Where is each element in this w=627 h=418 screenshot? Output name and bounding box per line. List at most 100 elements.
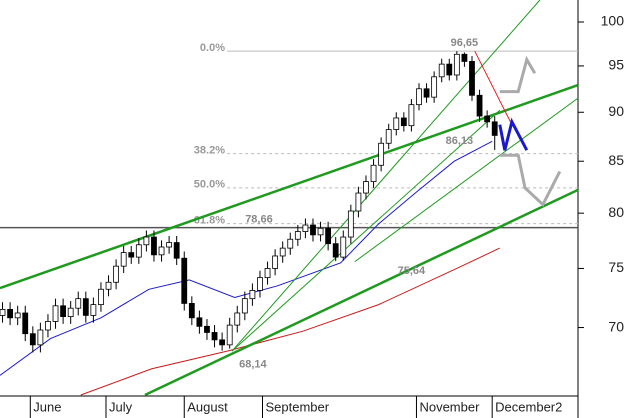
candle-body <box>317 227 324 236</box>
y-tick-label: 95 <box>608 57 624 73</box>
x-tick-label: August <box>187 399 228 414</box>
candle-body <box>143 236 150 246</box>
line <box>498 117 529 151</box>
candle-body <box>257 277 263 291</box>
candle-body <box>60 305 67 318</box>
candle-body <box>476 94 483 117</box>
candle-body <box>355 192 362 212</box>
candle-body <box>310 224 316 236</box>
candle-body <box>302 224 309 232</box>
candle-body <box>204 325 210 333</box>
y-tick-label: 100 <box>601 13 625 29</box>
fib-label: 61.8% <box>194 215 225 227</box>
line <box>231 0 541 352</box>
candle-body <box>234 312 241 326</box>
candle-body <box>241 298 248 314</box>
y-tick-label: 75 <box>608 259 624 275</box>
candle-body <box>98 288 104 306</box>
candle-body <box>120 252 127 267</box>
candle-body <box>393 117 400 130</box>
y-tick-label: 70 <box>608 318 624 334</box>
candle-body <box>22 312 29 335</box>
candle-body <box>52 305 59 322</box>
candle-body <box>438 63 445 78</box>
candle-body <box>408 104 415 127</box>
candle-body <box>82 298 89 316</box>
candle-body <box>431 76 438 98</box>
line <box>499 153 562 208</box>
candle-body <box>347 210 354 238</box>
fib-label: 50.0% <box>194 179 225 191</box>
candle-body <box>491 121 498 136</box>
candle-body <box>173 242 180 259</box>
candle-body <box>385 129 392 144</box>
candle-body <box>461 53 468 62</box>
candle-body <box>423 88 430 98</box>
candle-body <box>226 324 233 346</box>
candle-body <box>29 333 36 346</box>
candle-body <box>0 308 6 316</box>
fib-label: 0.0% <box>200 42 225 54</box>
candle-body <box>166 242 173 248</box>
candle-body <box>135 244 142 258</box>
line <box>80 247 501 396</box>
candle-body <box>37 329 44 346</box>
candle-body <box>45 321 51 331</box>
line <box>231 109 501 352</box>
x-tick-label: July <box>109 399 133 414</box>
x-tick-label: November <box>419 399 480 414</box>
price-annotation: 75,64 <box>398 265 426 277</box>
x-tick-label: December2 <box>495 399 562 414</box>
candle-body <box>151 236 157 256</box>
candle-body <box>196 317 203 327</box>
price-annotation: 86,13 <box>446 135 474 147</box>
line <box>0 140 493 376</box>
y-tick-label: 90 <box>608 103 624 119</box>
candle-body <box>211 332 218 341</box>
candle-body <box>128 252 135 258</box>
candle-body <box>332 243 339 258</box>
line <box>474 50 513 125</box>
price-annotation: 68,14 <box>239 359 267 371</box>
candle-body <box>400 117 407 127</box>
candle-body <box>453 53 460 76</box>
fib-label: 38.2% <box>194 144 225 156</box>
line <box>0 83 579 290</box>
candle-body <box>287 238 294 249</box>
price-annotation: 78,66 <box>245 214 273 226</box>
line <box>354 97 579 263</box>
x-tick-label: September <box>265 399 329 414</box>
y-tick-label: 85 <box>608 152 624 168</box>
line <box>144 188 579 397</box>
candle-body <box>416 88 422 106</box>
candle-body <box>75 298 82 309</box>
candle-body <box>363 181 369 194</box>
candle-body <box>158 246 165 256</box>
y-tick-label: 80 <box>608 204 624 220</box>
candle-body <box>378 142 385 166</box>
candle-body <box>67 307 74 318</box>
price-annotation: 96,65 <box>451 37 479 49</box>
line <box>499 55 537 94</box>
candle-body <box>340 236 347 258</box>
candle-body <box>188 303 195 319</box>
candle-body <box>113 265 120 283</box>
x-tick-label: June <box>33 399 61 414</box>
candle-body <box>446 63 453 76</box>
candle-body <box>484 115 491 123</box>
candle-body <box>7 308 13 319</box>
candle-body <box>219 339 226 346</box>
candle-body <box>90 304 97 316</box>
candle-body <box>105 281 112 290</box>
candle-body <box>370 164 377 183</box>
candle-body <box>181 257 188 304</box>
candle-body <box>264 268 271 279</box>
candle-body <box>272 255 279 269</box>
candle-body <box>469 61 475 96</box>
candle-body <box>294 231 301 240</box>
candle-body <box>325 227 332 245</box>
candle-body <box>249 290 256 300</box>
candle-body <box>279 247 286 257</box>
